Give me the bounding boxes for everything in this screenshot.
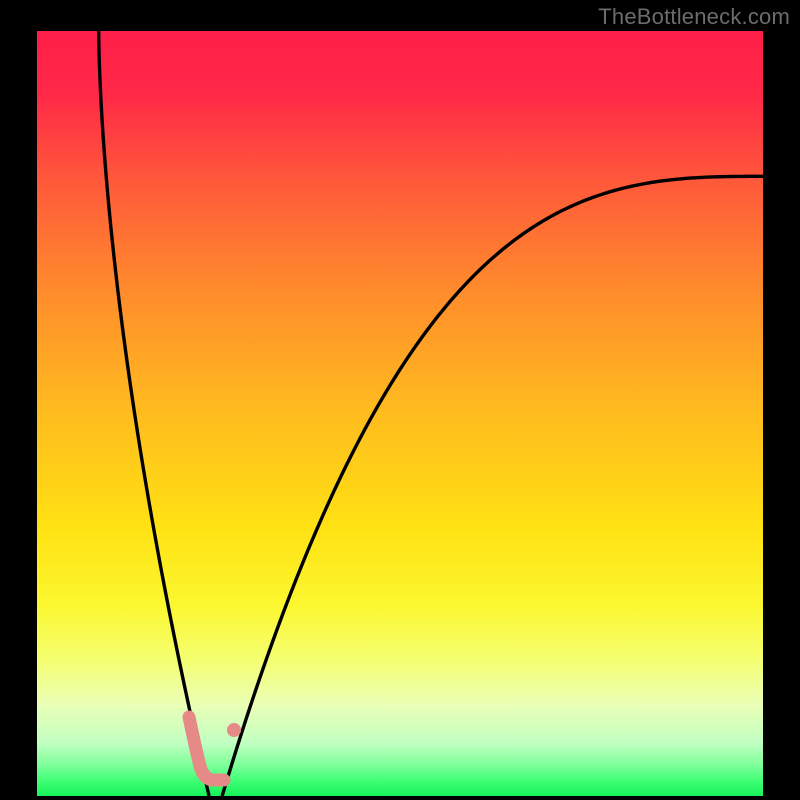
watermark-text: TheBottleneck.com bbox=[598, 4, 790, 30]
plot-area bbox=[37, 31, 763, 796]
curves-layer bbox=[37, 31, 763, 796]
chart-stage: TheBottleneck.com bbox=[0, 0, 800, 800]
